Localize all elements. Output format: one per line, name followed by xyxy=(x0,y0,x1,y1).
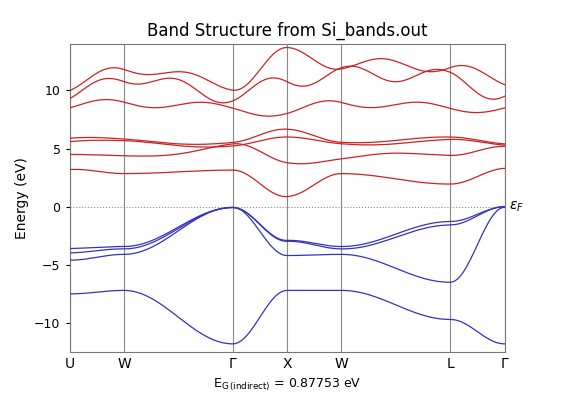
X-axis label: $\mathrm{E_{G\,(indirect)}}$ = 0.87753 eV: $\mathrm{E_{G\,(indirect)}}$ = 0.87753 e… xyxy=(213,376,361,393)
Text: $\varepsilon_F$: $\varepsilon_F$ xyxy=(509,200,524,214)
Title: Band Structure from Si_bands.out: Band Structure from Si_bands.out xyxy=(147,22,427,40)
Y-axis label: Energy (eV): Energy (eV) xyxy=(14,157,28,239)
